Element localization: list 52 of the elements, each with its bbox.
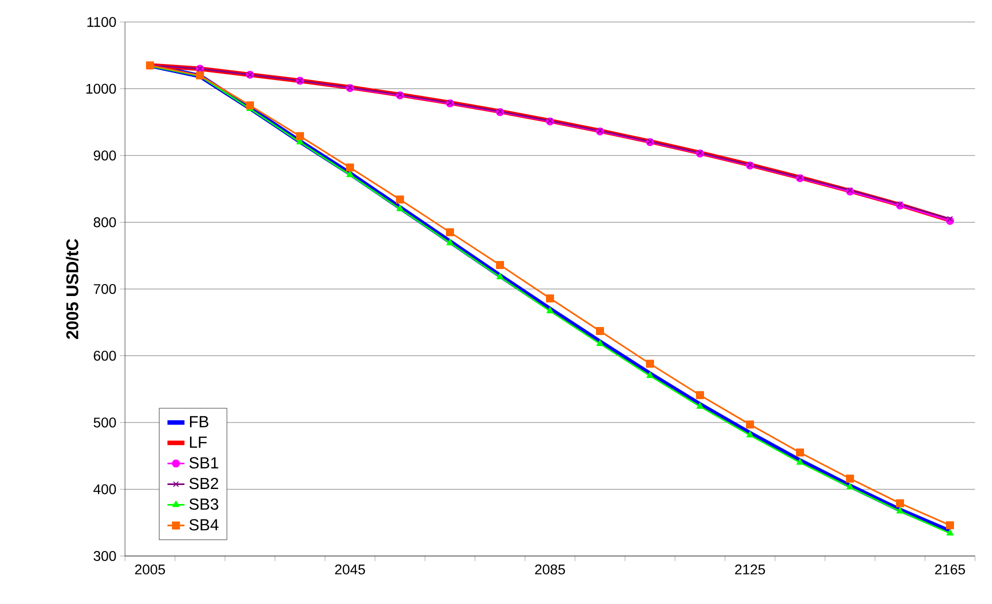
- point: [596, 340, 604, 346]
- y-tick-label: 1100: [87, 17, 116, 27]
- point: [946, 529, 954, 536]
- x-tick-label: 2085: [535, 564, 565, 574]
- x-tick-label: 2045: [335, 564, 365, 574]
- y-tick-label: 400: [93, 484, 116, 494]
- point: [796, 448, 804, 457]
- point: [947, 216, 953, 222]
- point: [346, 164, 354, 172]
- point: [896, 507, 904, 514]
- x-tick-label: 2165: [935, 564, 965, 574]
- point: [446, 228, 454, 236]
- point: [696, 391, 704, 400]
- point: [546, 307, 554, 314]
- point: [396, 204, 404, 212]
- point: [696, 402, 704, 409]
- point: [796, 458, 804, 465]
- y-axis-title: 2005 USD/tC: [66, 238, 78, 339]
- point: [596, 327, 604, 336]
- y-tick-label: 700: [94, 284, 116, 294]
- legend-label: SB2: [189, 478, 218, 490]
- point: [846, 483, 854, 490]
- legend-label: SB4: [189, 519, 218, 530]
- point: [496, 272, 504, 280]
- y-tick-label: 600: [94, 350, 116, 361]
- point: [897, 201, 903, 208]
- point: [846, 474, 854, 483]
- x-tick-label: 2005: [135, 564, 165, 574]
- y-tick-label: 500: [94, 418, 116, 428]
- point: [296, 132, 304, 140]
- point: [896, 499, 904, 508]
- point: [346, 170, 354, 178]
- legend-label: SB3: [189, 498, 218, 510]
- y-tick-label: 900: [94, 150, 116, 160]
- point: [546, 294, 554, 302]
- y-tick-label: 800: [94, 217, 116, 228]
- point: [646, 372, 654, 378]
- point: [246, 101, 254, 110]
- y-tick-label: 300: [94, 551, 116, 561]
- point: [646, 360, 654, 368]
- legend-label: FB: [190, 416, 208, 428]
- legend-label: LF: [190, 436, 207, 448]
- legend-label: SB1: [189, 457, 218, 468]
- point: [746, 431, 754, 438]
- point: [946, 521, 954, 530]
- point: [396, 196, 404, 204]
- point: [847, 187, 853, 194]
- point: [746, 420, 754, 428]
- point: [496, 260, 504, 269]
- point: [446, 238, 454, 246]
- x-tick-label: 2125: [735, 564, 765, 574]
- y-tick-label: 1000: [86, 84, 116, 94]
